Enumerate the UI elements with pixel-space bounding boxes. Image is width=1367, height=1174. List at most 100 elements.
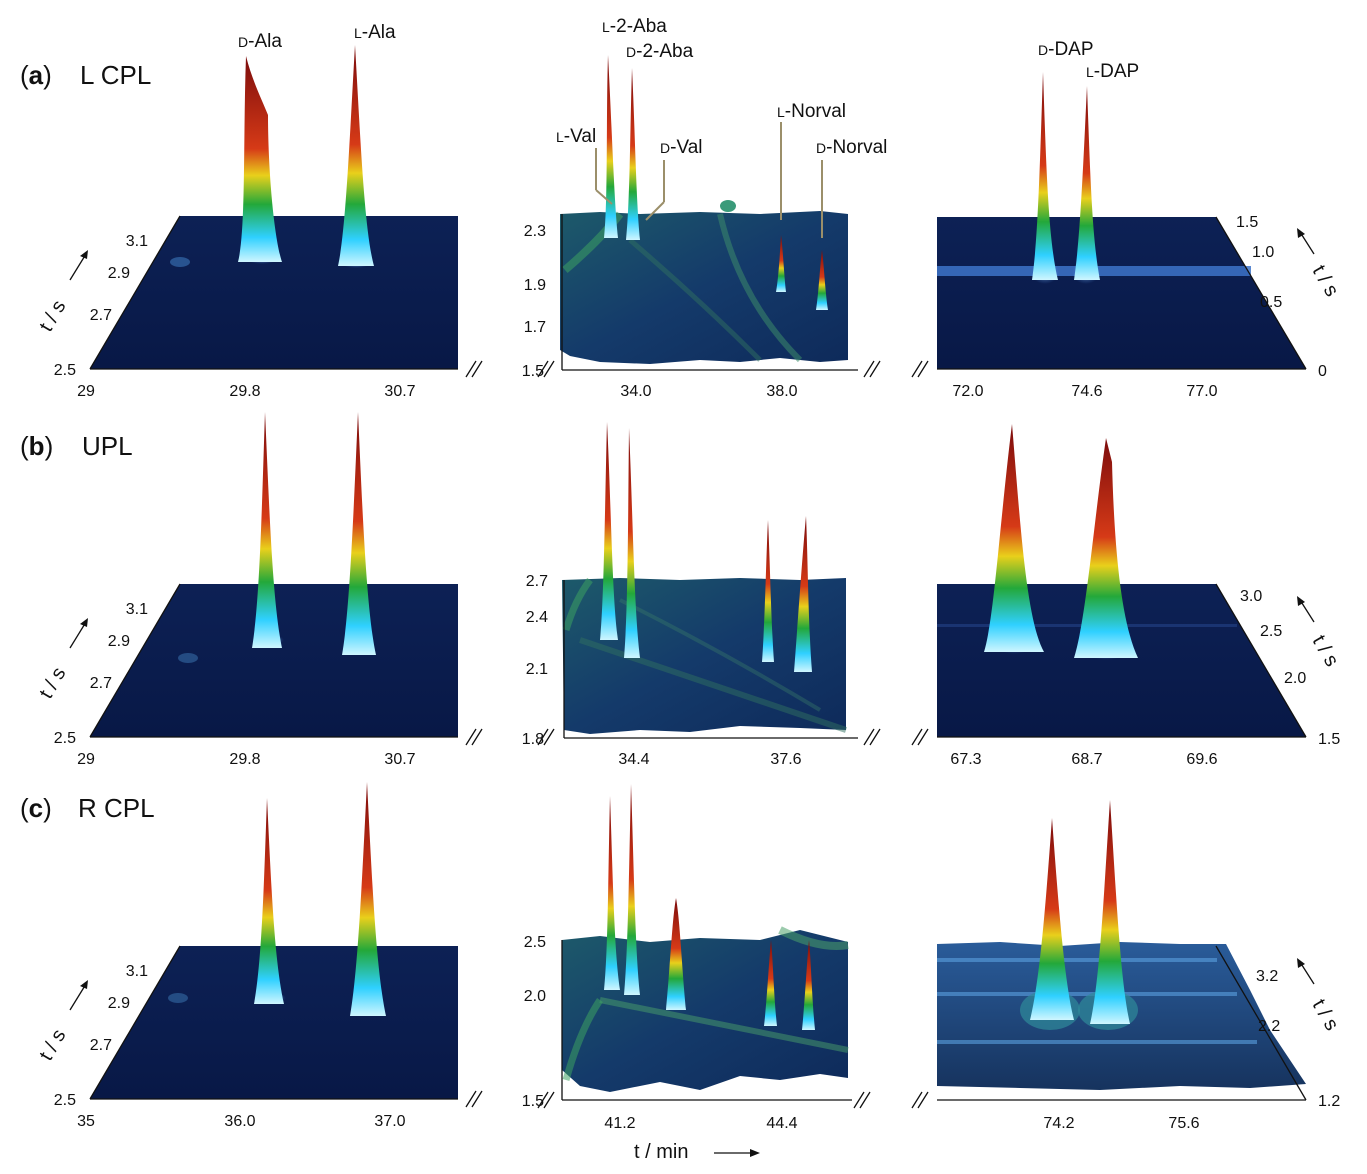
axis-break-mark: [863, 728, 881, 746]
tick-x: 69.6: [1186, 751, 1217, 768]
y-axis-arrow: [69, 983, 87, 1011]
peak-1: [600, 422, 618, 640]
axis-break-mark: [537, 360, 555, 378]
tick-y: 1.0: [1252, 244, 1274, 261]
panel-a-middle: L-Val L-2-Aba D-2-Aba D-Val L-Norval D-N…: [522, 16, 888, 400]
y-axis-line: [1215, 216, 1307, 370]
peak-2: [1074, 438, 1138, 658]
tick-y: 1.5: [522, 1093, 544, 1110]
minor-peak: [170, 257, 190, 267]
tick-y: 2.7: [90, 307, 112, 324]
surface-ridge: [628, 238, 762, 362]
axis-break-mark: [911, 1091, 929, 1109]
peak-l-norval: [776, 235, 786, 292]
peak-1: [604, 796, 620, 990]
peak-label-l-norval: L-Norval: [777, 101, 846, 122]
peak-l-dap: [1074, 86, 1100, 280]
row-label-c: (c): [20, 793, 52, 823]
axis-title-y-right: t / s: [1308, 996, 1343, 1035]
surface-ridge: [717, 213, 803, 363]
tick-y: 2.5: [1260, 623, 1282, 640]
y-axis-arrowhead: [1297, 228, 1305, 238]
tick-y: 2.2: [1258, 1018, 1280, 1035]
tick-y: 2.7: [90, 675, 112, 692]
y-axis-line: [89, 945, 181, 1100]
tick-y: 2.0: [1284, 670, 1306, 687]
tick-y: 2.9: [108, 633, 130, 650]
axis-break-mark: [863, 360, 881, 378]
y-axis-arrow: [1299, 599, 1315, 623]
axis-title-y-left: t / s: [35, 664, 70, 703]
axis-break-mark: [911, 360, 929, 378]
y-axis-arrowhead: [1297, 958, 1305, 968]
tick-x: 29: [77, 751, 95, 768]
tick-y: 3.0: [1240, 588, 1262, 605]
axis-break-mark: [465, 360, 483, 378]
axis-break-mark: [911, 728, 929, 746]
tick-x: 34.0: [620, 383, 651, 400]
panel-b-right: 67.3 68.7 69.6 1.5 2.0 2.5 3.0 t / s: [911, 424, 1343, 768]
tick-y: 2.5: [54, 362, 76, 379]
tick-x: 30.7: [384, 751, 415, 768]
axis-break-mark: [537, 1091, 555, 1109]
surface-ridge: [562, 998, 603, 1081]
peak-3: [666, 898, 686, 1010]
peak-label-l-ala: L-Ala: [354, 22, 396, 43]
minor-peak: [720, 200, 736, 212]
tick-y: 2.9: [108, 265, 130, 282]
peak-label-d-dap: D-DAP: [1038, 39, 1094, 60]
panel-b-middle: 34.4 37.6 1.8 2.1 2.4 2.7: [522, 422, 881, 768]
tick-y: 2.5: [524, 934, 546, 951]
axis-break-mark: [537, 728, 555, 746]
tick-x: 67.3: [950, 751, 981, 768]
tick-x: 29: [77, 383, 95, 400]
peak-1: [252, 412, 282, 648]
tick-y: 1.9: [524, 277, 546, 294]
tick-x: 34.4: [618, 751, 649, 768]
tick-x: 37.6: [770, 751, 801, 768]
tick-x: 29.8: [229, 383, 260, 400]
tick-y: 3.1: [126, 233, 148, 250]
panel-c-middle: 41.2 44.4 1.5 2.0 2.5 t / min: [522, 784, 871, 1163]
tick-x: 75.6: [1168, 1115, 1199, 1132]
row-title-c: R CPL: [78, 793, 155, 823]
tick-x: 41.2: [604, 1115, 635, 1132]
peak-1: [254, 798, 284, 1004]
tick-y: 1.7: [524, 319, 546, 336]
tick-y: 1.5: [1318, 731, 1340, 748]
panel-b-left: 29 29.8 30.7 2.5 2.7 2.9 3.1 t / s: [35, 412, 483, 768]
tick-x: 44.4: [766, 1115, 797, 1132]
peak-2: [350, 782, 386, 1016]
peak-d-dap: [1032, 72, 1058, 280]
tick-y: 2.4: [526, 609, 548, 626]
tick-x: 30.7: [384, 383, 415, 400]
tick-y: 2.3: [524, 223, 546, 240]
row-title-b: UPL: [82, 431, 133, 461]
tick-x: 74.6: [1071, 383, 1102, 400]
tick-x: 35: [77, 1113, 95, 1130]
panel-a-left: 29 29.8 30.7 2.5 2.7 2.9 3.1 D-Ala L-Ala…: [35, 22, 483, 400]
peak-1: [1030, 818, 1074, 1020]
peak-5: [802, 940, 815, 1030]
axis-title-x: t / min: [634, 1141, 688, 1163]
row-label-b: (b): [20, 431, 53, 461]
y-axis-arrow: [1299, 961, 1315, 985]
y-axis-arrow: [69, 253, 87, 281]
peak-4: [794, 516, 812, 672]
tick-y: 1.2: [1318, 1093, 1340, 1110]
y-axis-line: [89, 215, 181, 370]
minor-peak: [168, 993, 188, 1003]
tick-y: 2.7: [526, 573, 548, 590]
axis-title-y-left: t / s: [35, 297, 70, 336]
y-axis-arrow: [1299, 231, 1315, 255]
peak-label-l-2-aba: L-2-Aba: [602, 16, 667, 37]
tick-y: 2.5: [54, 730, 76, 747]
y-axis-line: [89, 583, 181, 738]
peak-2: [624, 784, 640, 995]
x-axis-arrowhead: [750, 1149, 760, 1157]
surface-band: [937, 992, 1237, 996]
axis-title-y-left: t / s: [35, 1026, 70, 1065]
peak-label-l-val: L-Val: [556, 126, 596, 147]
tick-x: 37.0: [374, 1113, 405, 1130]
y-axis-line: [1215, 945, 1307, 1101]
